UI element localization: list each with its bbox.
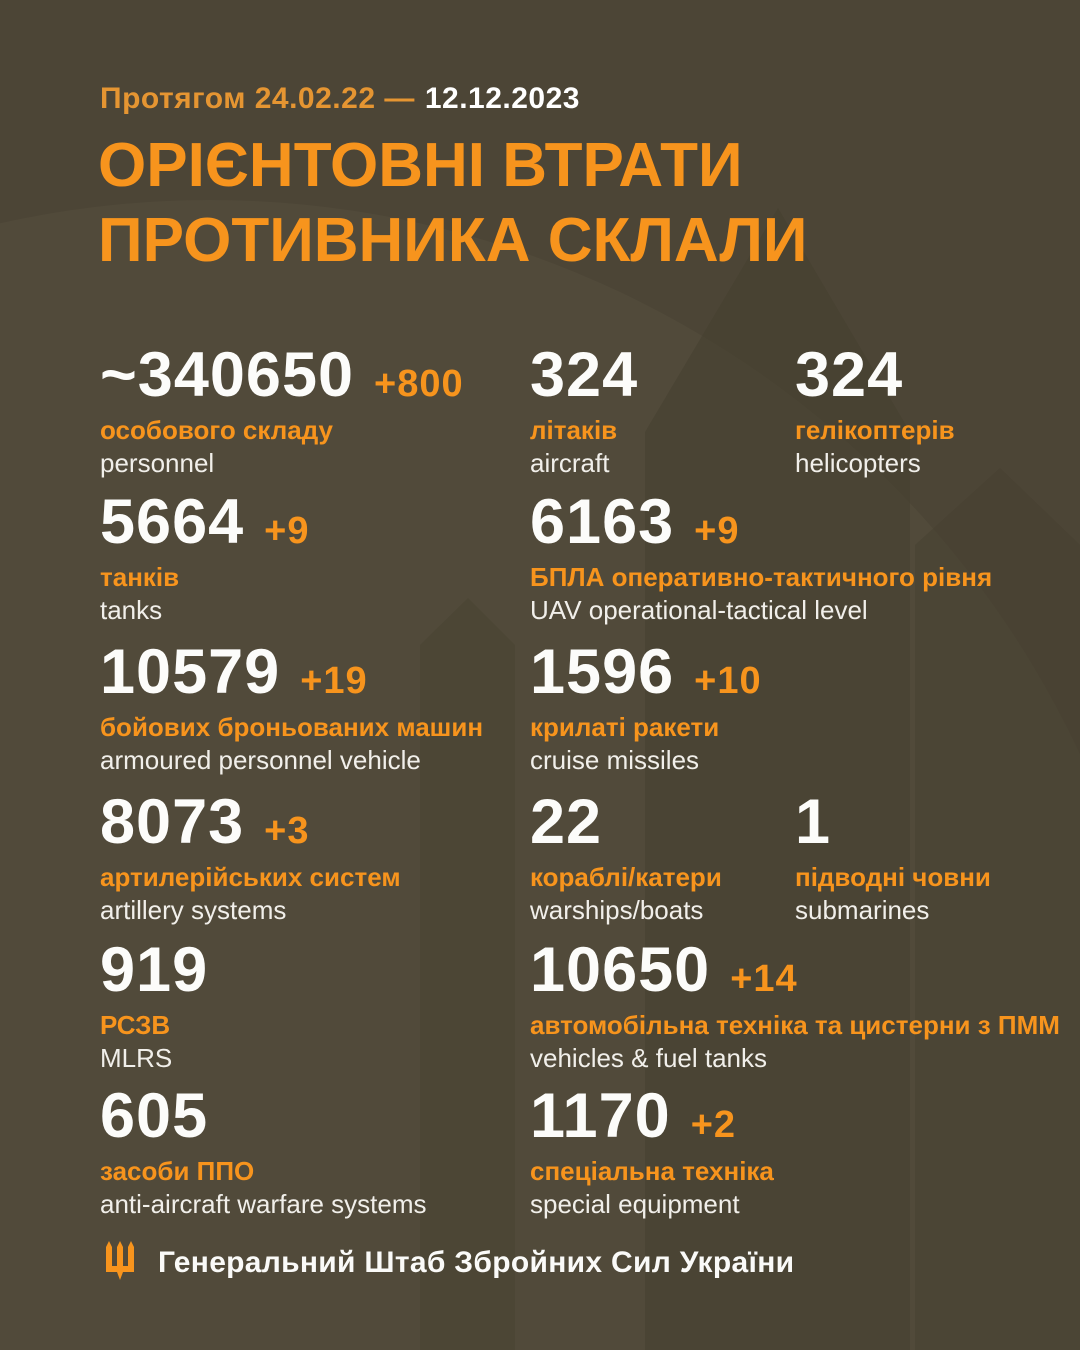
stat-label-uk: спеціальна техніка: [530, 1156, 774, 1186]
stat-aircraft: 324 літаків aircraft: [530, 342, 638, 480]
stat-uav: 6163 +9 БПЛА оперативно-тактичного рівня …: [530, 489, 992, 627]
stat-value: 22: [530, 787, 603, 857]
period: Протягом 24.02.22 — 12.12.2023: [100, 82, 580, 116]
stat-label-en: armoured personnel vehicle: [100, 745, 421, 775]
stat-label-uk: засоби ППО: [100, 1156, 255, 1186]
stat-label-en: submarines: [795, 895, 930, 925]
stat-label-uk: бойових броньованих машин: [100, 712, 484, 742]
stat-delta: +9: [694, 510, 740, 552]
stat-label-en: helicopters: [795, 448, 921, 478]
stat-label-uk: артилерійських систем: [100, 862, 401, 892]
stat-artillery: 8073 +3 артилерійських систем artillery s…: [100, 789, 401, 927]
stat-label-en: vehicles & fuel tanks: [530, 1043, 768, 1073]
stat-armoured-vehicles: 10579 +19 бойових броньованих машин armou…: [100, 639, 483, 777]
stat-label-en: MLRS: [100, 1043, 173, 1073]
stat-delta: +14: [730, 958, 798, 1000]
stat-submarines: 1 підводні човни submarines: [795, 789, 991, 927]
footer: Генеральний Штаб Збройних Сил України: [100, 1238, 794, 1287]
stat-warships: 22 кораблі/катери warships/boats: [530, 789, 722, 927]
stat-label-en: UAV operational-tactical level: [530, 595, 868, 625]
title-line-2: ПРОТИВНИКА СКЛАЛИ: [98, 206, 808, 275]
stat-value: 605: [100, 1081, 209, 1151]
stat-label-en: artillery systems: [100, 895, 287, 925]
stat-vehicles-fuel-tanks: 10650 +14 автомобільна техніка та цистерн…: [530, 937, 1060, 1075]
stat-value: 10650: [530, 935, 711, 1005]
stat-personnel: ~340650 +800 особового складу personnel: [100, 342, 464, 480]
footer-org-name: Генеральний Штаб Збройних Сил України: [158, 1245, 795, 1279]
stat-special-equipment: 1170 +2 спеціальна техніка special equipm…: [530, 1083, 774, 1221]
stat-label-uk: гелікоптерів: [795, 415, 955, 445]
stat-value: 1: [795, 787, 832, 857]
period-prefix: Протягом 24.02.22 —: [100, 82, 415, 115]
stat-label-uk: БПЛА оперативно-тактичного рівня: [530, 562, 993, 592]
stat-label-en: warships/boats: [530, 895, 704, 925]
stat-label-uk: РСЗВ: [100, 1010, 171, 1040]
stat-label-uk: кораблі/катери: [530, 862, 722, 892]
page-title: ОРІЄНТОВНІ ВТРАТИ ПРОТИВНИКА СКЛАЛИ: [98, 128, 807, 278]
stat-label-en: anti-aircraft warfare systems: [100, 1189, 427, 1219]
title-line-1: ОРІЄНТОВНІ ВТРАТИ: [98, 131, 743, 200]
stat-helicopters: 324 гелікоптерів helicopters: [795, 342, 955, 480]
stat-label-uk: підводні човни: [795, 862, 991, 892]
stat-label-uk: крилаті ракети: [530, 712, 720, 742]
stat-value: 8073: [100, 787, 245, 857]
stat-label-uk: літаків: [530, 415, 618, 445]
stat-cruise-missiles: 1596 +10 крилаті ракети cruise missiles: [530, 639, 762, 777]
stat-value: 6163: [530, 487, 675, 557]
stat-delta: +9: [264, 510, 310, 552]
stat-value: 10579: [100, 637, 281, 707]
stat-delta: +3: [264, 810, 310, 852]
stat-delta: +800: [374, 363, 464, 405]
stat-label-uk: особового складу: [100, 415, 333, 445]
stat-anti-aircraft: 605 засоби ППО anti-aircraft warfare sys…: [100, 1083, 427, 1221]
stat-tanks: 5664 +9 танків tanks: [100, 489, 309, 627]
stat-label-uk: танків: [100, 562, 180, 592]
stat-value: 324: [530, 340, 639, 410]
stat-label-en: aircraft: [530, 448, 610, 478]
stat-value: 1596: [530, 637, 675, 707]
stat-delta: +2: [690, 1104, 737, 1146]
stat-label-en: personnel: [100, 448, 215, 478]
trident-icon: [100, 1238, 140, 1287]
stat-label-uk: автомобільна техніка та цистерни з ПММ: [530, 1010, 1060, 1040]
period-date: 12.12.2023: [424, 82, 580, 115]
stat-label-en: special equipment: [530, 1189, 740, 1219]
stat-label-en: tanks: [100, 595, 163, 625]
stat-delta: +10: [694, 660, 762, 702]
stat-value: 919: [100, 935, 209, 1005]
stat-value: ~340650: [100, 340, 355, 410]
stat-value: 324: [795, 340, 904, 410]
stat-label-en: cruise missiles: [530, 745, 700, 775]
stat-delta: +19: [300, 660, 368, 702]
stat-value: 1170: [530, 1081, 671, 1151]
stat-value: 5664: [100, 487, 245, 557]
stat-mlrs: 919 РСЗВ MLRS: [100, 937, 208, 1075]
